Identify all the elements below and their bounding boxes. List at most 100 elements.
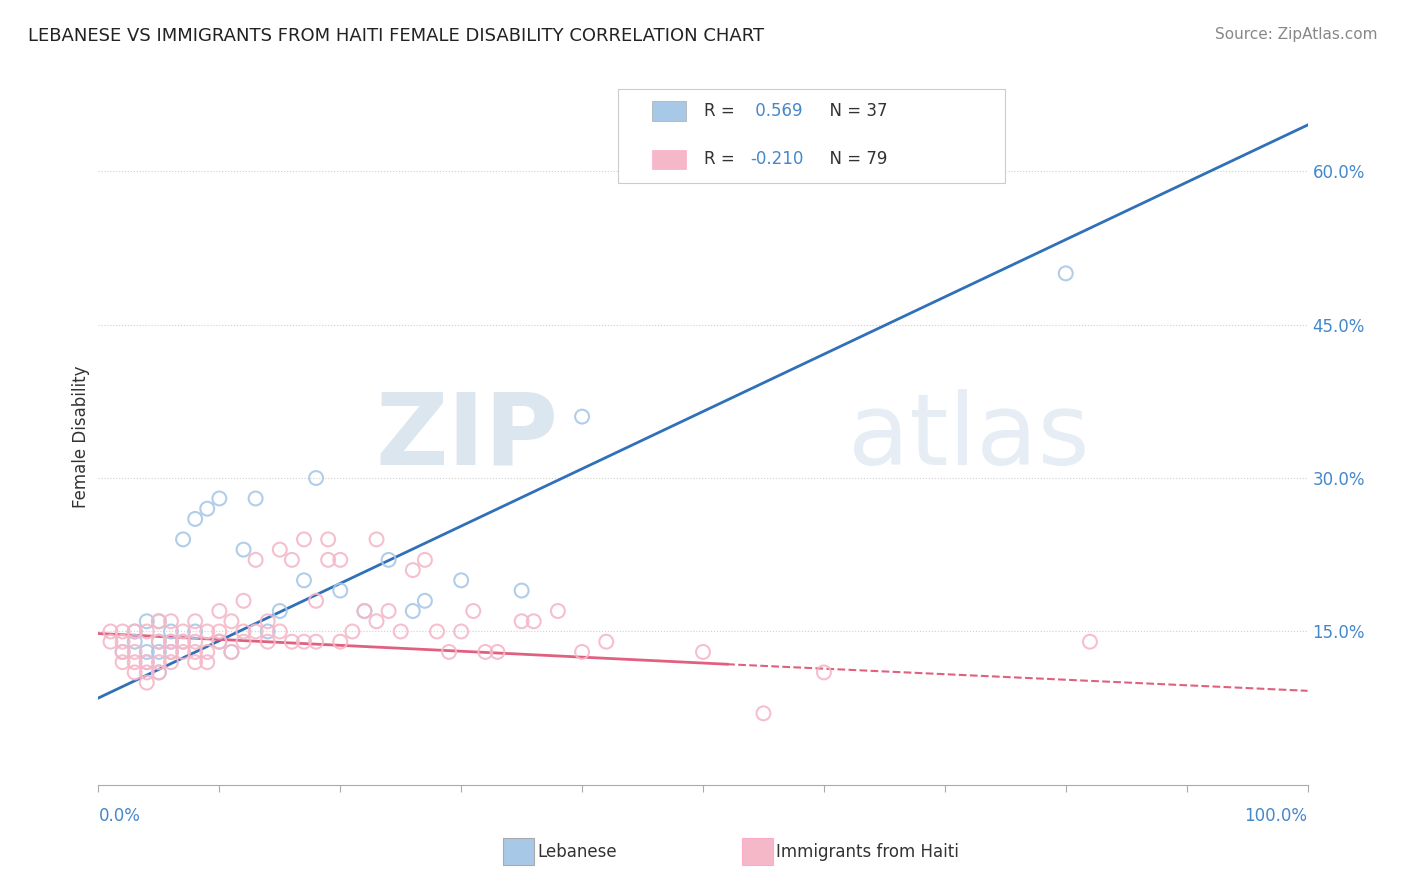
Point <box>413 594 436 608</box>
Point <box>1054 266 1077 280</box>
Point <box>1078 634 1101 648</box>
Point <box>245 624 267 639</box>
Point <box>111 634 134 648</box>
Point <box>184 614 207 628</box>
Point <box>172 533 194 547</box>
Point <box>135 614 157 628</box>
Point <box>232 594 254 608</box>
Text: N = 37: N = 37 <box>820 102 887 120</box>
Point <box>208 634 231 648</box>
Point <box>111 645 134 659</box>
Point <box>124 624 146 639</box>
Point <box>184 624 207 639</box>
Point <box>571 409 593 424</box>
Point <box>426 624 449 639</box>
Text: 100.0%: 100.0% <box>1244 807 1308 825</box>
Text: -0.210: -0.210 <box>751 151 804 169</box>
Text: Source: ZipAtlas.com: Source: ZipAtlas.com <box>1215 27 1378 42</box>
Point <box>269 624 291 639</box>
Text: 0.0%: 0.0% <box>98 807 141 825</box>
Point <box>172 645 194 659</box>
Text: atlas: atlas <box>848 389 1090 485</box>
Point <box>245 491 267 506</box>
Point <box>208 634 231 648</box>
Text: N = 79: N = 79 <box>820 151 887 169</box>
Point <box>111 655 134 669</box>
Point <box>245 553 267 567</box>
Point <box>305 471 328 485</box>
Point <box>389 624 412 639</box>
Point <box>342 624 364 639</box>
Point <box>413 553 436 567</box>
Y-axis label: Female Disability: Female Disability <box>72 366 90 508</box>
Point <box>692 645 714 659</box>
Point <box>184 634 207 648</box>
Point <box>148 634 170 648</box>
Point <box>256 614 278 628</box>
Point <box>437 645 460 659</box>
Point <box>547 604 569 618</box>
Point <box>160 634 183 648</box>
Point <box>148 645 170 659</box>
Point <box>148 614 170 628</box>
Point <box>305 594 328 608</box>
Point <box>486 645 509 659</box>
FancyBboxPatch shape <box>652 101 686 120</box>
Point <box>172 634 194 648</box>
Point <box>329 583 352 598</box>
Point <box>184 512 207 526</box>
Point <box>221 614 243 628</box>
Point <box>281 634 304 648</box>
Point <box>353 604 375 618</box>
Point <box>450 624 472 639</box>
Point <box>595 634 617 648</box>
Point <box>160 634 183 648</box>
Point <box>135 624 157 639</box>
Point <box>148 665 170 680</box>
Point <box>160 624 183 639</box>
Point <box>195 501 218 516</box>
Point <box>232 542 254 557</box>
Text: LEBANESE VS IMMIGRANTS FROM HAITI FEMALE DISABILITY CORRELATION CHART: LEBANESE VS IMMIGRANTS FROM HAITI FEMALE… <box>28 27 765 45</box>
Point <box>124 665 146 680</box>
Point <box>184 655 207 669</box>
Point <box>813 665 835 680</box>
Point <box>111 624 134 639</box>
Point <box>316 553 339 567</box>
Point <box>377 553 399 567</box>
Text: R =: R = <box>704 151 740 169</box>
Point <box>160 645 183 659</box>
Point <box>148 655 170 669</box>
Point <box>221 645 243 659</box>
Point <box>124 645 146 659</box>
Point <box>208 624 231 639</box>
Point <box>208 604 231 618</box>
Point <box>281 553 304 567</box>
Point <box>474 645 496 659</box>
Point <box>523 614 546 628</box>
Point <box>510 583 533 598</box>
Point <box>256 624 278 639</box>
Point <box>377 604 399 618</box>
Point <box>111 645 134 659</box>
Text: 0.569: 0.569 <box>751 102 803 120</box>
Point <box>450 574 472 588</box>
Point <box>305 634 328 648</box>
Point <box>195 645 218 659</box>
Point <box>135 655 157 669</box>
Point <box>269 542 291 557</box>
Text: Lebanese: Lebanese <box>537 843 617 861</box>
Text: Immigrants from Haiti: Immigrants from Haiti <box>776 843 959 861</box>
Point <box>172 634 194 648</box>
Point <box>353 604 375 618</box>
Point <box>510 614 533 628</box>
FancyBboxPatch shape <box>619 89 1005 183</box>
Point <box>957 133 980 147</box>
Text: ZIP: ZIP <box>375 389 558 485</box>
Point <box>232 634 254 648</box>
Point <box>402 604 425 618</box>
Point <box>292 634 315 648</box>
FancyBboxPatch shape <box>652 150 686 169</box>
Point <box>135 675 157 690</box>
Point <box>366 614 388 628</box>
